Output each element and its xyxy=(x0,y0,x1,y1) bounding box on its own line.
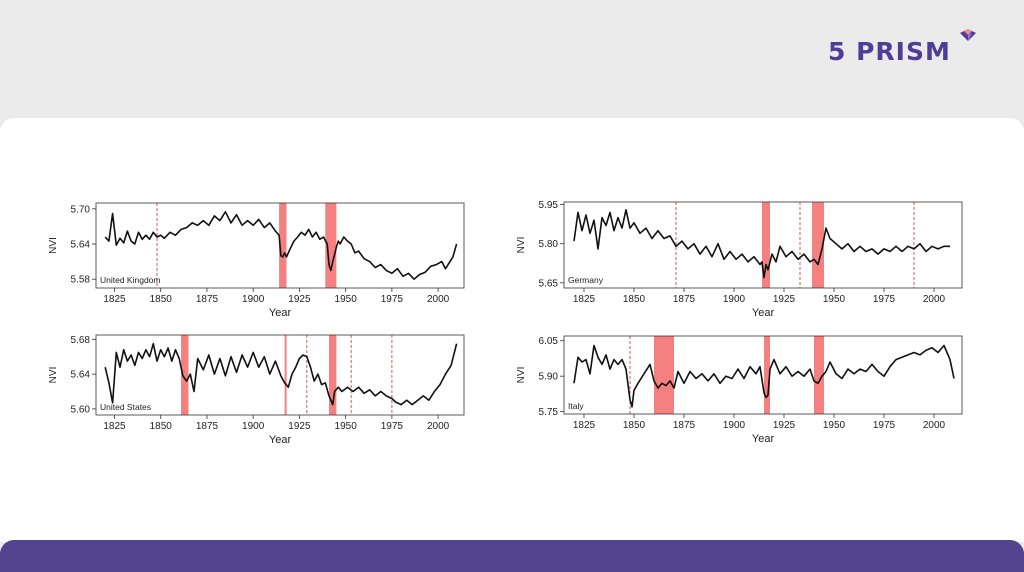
plot-frame xyxy=(95,334,465,416)
y-tick-label: 5.70 xyxy=(71,204,91,215)
x-tick-label: 1825 xyxy=(573,420,596,431)
y-tick-label: 5.80 xyxy=(539,239,559,250)
x-tick-label: 1825 xyxy=(103,294,126,305)
x-tick-label: 1900 xyxy=(723,420,746,431)
x-tick-label: 1925 xyxy=(288,294,311,305)
x-tick-label: 1950 xyxy=(823,294,846,305)
war-band xyxy=(654,336,674,414)
x-tick-label: 1950 xyxy=(335,421,358,432)
war-band xyxy=(325,203,337,288)
nvi-charts-figure: 1825 1850 1875 1900 1925 1950 1975 2000 5.58 5.64… xyxy=(48,200,963,446)
footer-bar xyxy=(0,540,1024,572)
x-tick-label: 1900 xyxy=(242,294,265,305)
y-axis-label: NVI xyxy=(516,237,527,254)
prism-icon xyxy=(960,29,976,41)
y-axis-label: NVI xyxy=(48,367,59,384)
x-tick-label: 1875 xyxy=(196,294,219,305)
x-tick-label: 2000 xyxy=(427,294,450,305)
x-tick-label: 1975 xyxy=(873,294,896,305)
nvi-series-line xyxy=(104,342,458,406)
x-tick-label: 1975 xyxy=(381,294,404,305)
content-card: 1825 1850 1875 1900 1925 1950 1975 2000 5.58 5.64… xyxy=(0,118,1024,542)
y-tick-label: 5.68 xyxy=(71,335,91,346)
war-band xyxy=(812,202,824,288)
plot-frame xyxy=(563,335,963,415)
plot-frame xyxy=(95,202,465,289)
war-band xyxy=(762,202,770,288)
x-tick-label: 1850 xyxy=(150,421,173,432)
chart-panel-0: 1825 1850 1875 1900 1925 1950 1975 2000 5.58 5.64… xyxy=(48,202,465,319)
nvi-series-line xyxy=(573,344,955,408)
x-tick-label: 1975 xyxy=(873,420,896,431)
x-tick-label: 1875 xyxy=(196,421,219,432)
x-axis-label: Year xyxy=(269,307,292,319)
brand-name: 5 PRISM xyxy=(828,36,951,66)
x-tick-label: 1825 xyxy=(573,294,596,305)
brand-logo: 5 PRISM xyxy=(828,29,976,66)
chart-panel-2: 1825 1850 1875 1900 1925 1950 1975 2000 5.60 5.64… xyxy=(48,334,465,446)
chart-panel-1: 1825 1850 1875 1900 1925 1950 1975 2000 5.65 5.80… xyxy=(516,200,963,319)
y-tick-label: 5.65 xyxy=(539,278,559,289)
y-tick-label: 5.60 xyxy=(71,404,91,415)
x-axis-label: Year xyxy=(269,434,292,446)
x-tick-label: 2000 xyxy=(923,294,946,305)
x-tick-label: 1825 xyxy=(103,421,126,432)
war-band xyxy=(329,335,337,415)
y-axis-label: NVI xyxy=(48,237,59,254)
header-band xyxy=(0,0,1024,118)
x-tick-label: 1850 xyxy=(623,420,646,431)
y-tick-label: 6.05 xyxy=(539,336,559,347)
x-tick-label: 1850 xyxy=(150,294,173,305)
x-tick-label: 1900 xyxy=(723,294,746,305)
war-band xyxy=(284,335,287,415)
y-tick-label: 5.64 xyxy=(71,240,91,251)
x-tick-label: 2000 xyxy=(427,421,450,432)
panel-country-label: United States xyxy=(100,402,151,412)
nvi-series-line xyxy=(104,211,458,280)
x-tick-label: 1900 xyxy=(242,421,265,432)
panel-country-label: Germany xyxy=(568,275,604,285)
y-axis-label: NVI xyxy=(516,367,527,384)
x-tick-label: 1875 xyxy=(673,420,696,431)
x-tick-label: 1925 xyxy=(773,294,796,305)
x-axis-label: Year xyxy=(752,307,775,319)
war-band xyxy=(764,336,770,414)
chart-panel-3: 1825 1850 1875 1900 1925 1950 1975 2000 5.75 5.90… xyxy=(516,335,963,445)
x-tick-label: 1925 xyxy=(773,420,796,431)
plot-frame xyxy=(563,201,963,289)
panel-country-label: Italy xyxy=(568,401,584,411)
x-tick-label: 1950 xyxy=(823,420,846,431)
panel-country-label: United Kingdom xyxy=(100,275,160,285)
x-axis-label: Year xyxy=(752,433,775,445)
x-tick-label: 2000 xyxy=(923,420,946,431)
y-tick-label: 5.90 xyxy=(539,372,559,383)
x-tick-label: 1875 xyxy=(673,294,696,305)
war-band xyxy=(181,335,189,415)
x-tick-label: 1975 xyxy=(381,421,404,432)
y-tick-label: 5.64 xyxy=(71,370,91,381)
y-tick-label: 5.95 xyxy=(539,200,559,211)
x-tick-label: 1850 xyxy=(623,294,646,305)
x-tick-label: 1925 xyxy=(288,421,311,432)
y-tick-label: 5.58 xyxy=(71,275,91,286)
war-band xyxy=(814,336,824,414)
x-tick-label: 1950 xyxy=(335,294,358,305)
war-band xyxy=(279,203,287,288)
nvi-series-line xyxy=(573,209,950,279)
y-tick-label: 5.75 xyxy=(539,407,559,418)
